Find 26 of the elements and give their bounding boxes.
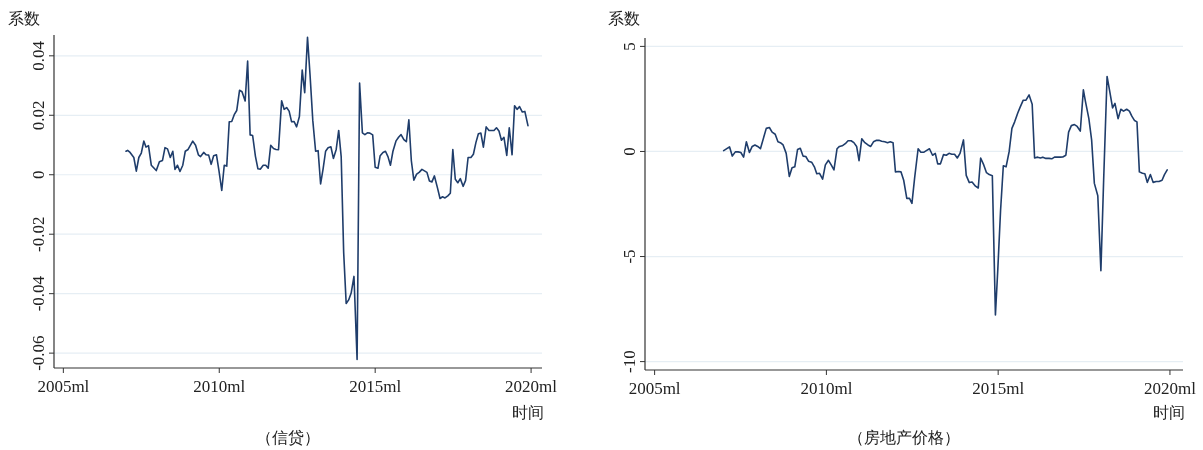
y-tick-label: 5 — [620, 42, 639, 51]
line-series — [722, 75, 1168, 316]
x-axis-title: 时间 — [512, 404, 544, 421]
x-tick-label: 2015ml — [349, 377, 402, 396]
x-tick-label: 2015ml — [972, 379, 1025, 398]
text: （信贷） — [256, 429, 320, 446]
y-tick-label: -0.02 — [29, 216, 48, 252]
x-tick-label: 2020ml — [505, 377, 558, 396]
y-tick-label: 0.02 — [29, 100, 48, 131]
y-axis-title: 系数 — [608, 10, 640, 27]
y-tick-label: 0.04 — [29, 40, 48, 71]
line-series — [125, 36, 529, 361]
y-tick-label: -10 — [620, 350, 639, 373]
x-tick-label: 2005ml — [37, 377, 90, 396]
y-axis-title: 系数 — [8, 10, 40, 27]
y-tick-label: -5 — [620, 249, 639, 264]
x-tick-label: 2020ml — [1143, 379, 1197, 398]
x-axis-title: 时间 — [1153, 404, 1185, 421]
text: （房地产价格） — [848, 429, 960, 446]
y-tick-label: -0.04 — [29, 275, 48, 312]
x-tick-label: 2005ml — [628, 379, 681, 398]
y-tick-label: 0 — [620, 147, 639, 156]
x-tick-label: 2010ml — [193, 377, 246, 396]
x-tick-label: 2010ml — [800, 379, 853, 398]
y-tick-label: -0.06 — [29, 335, 48, 371]
y-tick-label: 0 — [29, 170, 48, 179]
